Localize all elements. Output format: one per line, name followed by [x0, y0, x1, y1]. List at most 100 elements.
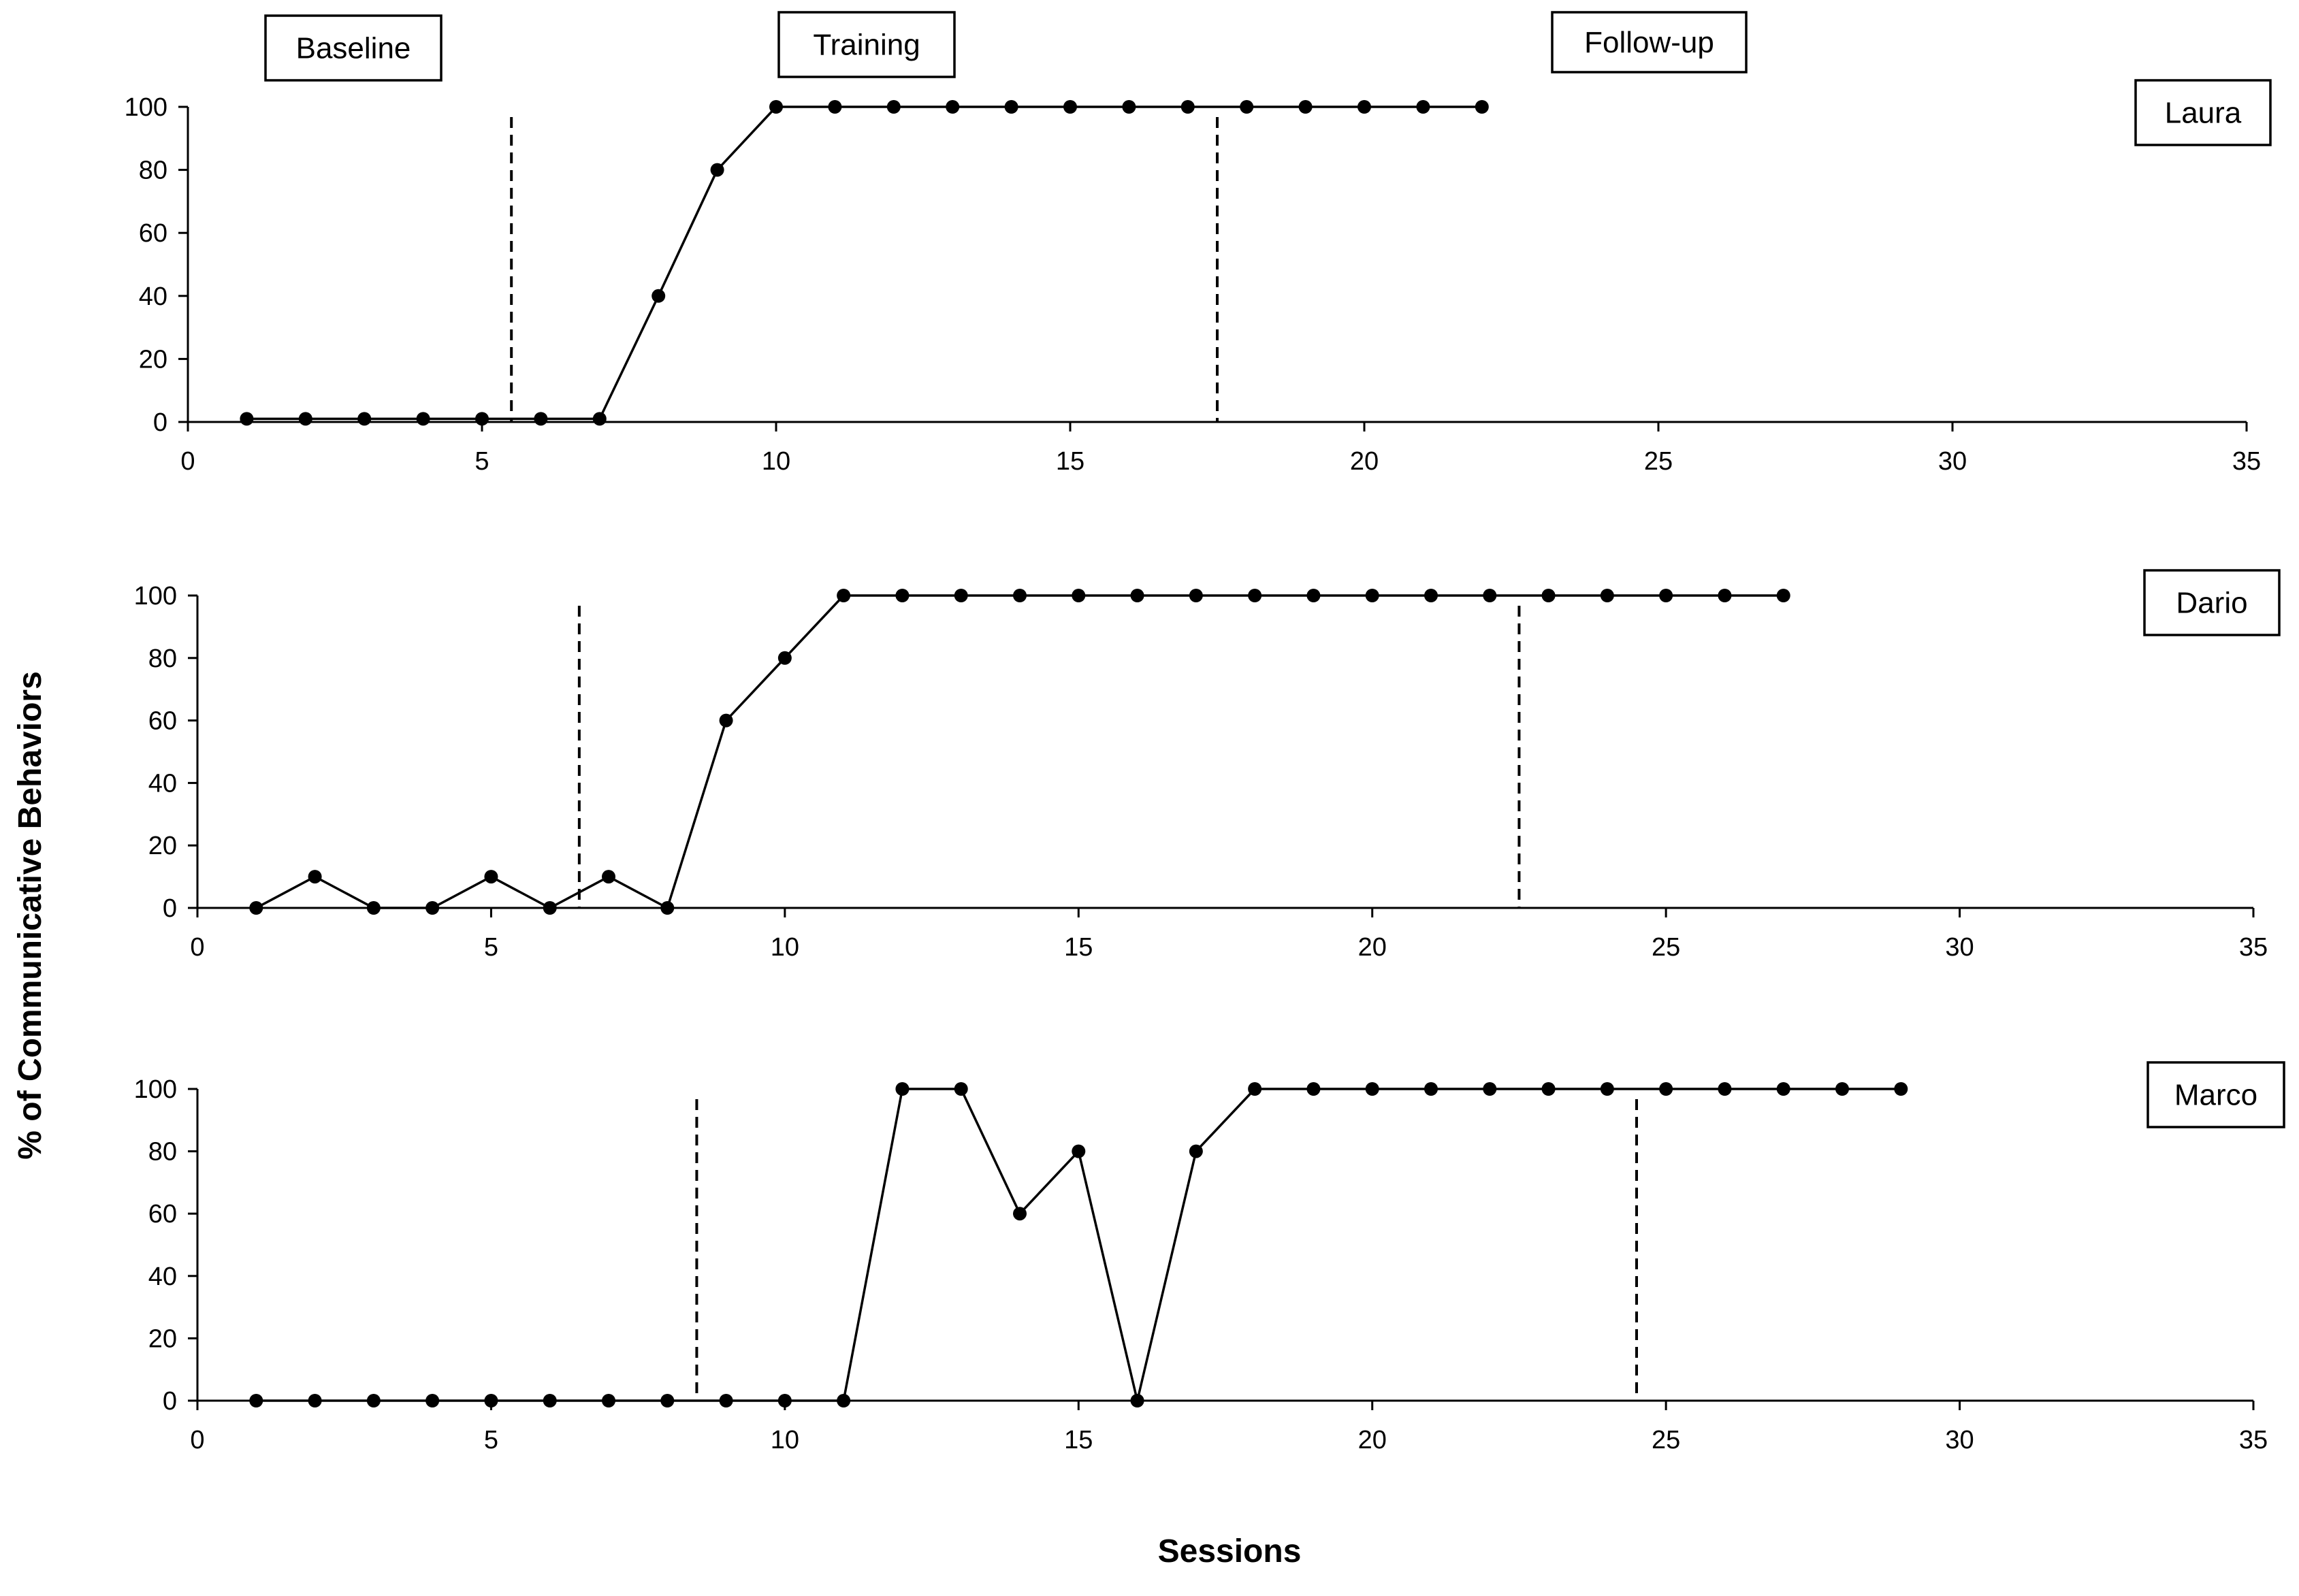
- data-point: [895, 1082, 910, 1096]
- y-tick-label: 100: [134, 1075, 177, 1104]
- data-point: [1072, 1144, 1086, 1158]
- data-point: [249, 901, 263, 915]
- participant-label: Laura: [2165, 97, 2242, 130]
- data-point: [534, 412, 548, 426]
- data-point: [602, 1394, 615, 1407]
- y-tick-label: 40: [148, 1263, 177, 1291]
- data-point: [1357, 100, 1371, 114]
- data-point: [1475, 100, 1489, 114]
- data-point: [416, 412, 430, 426]
- data-point: [240, 412, 254, 426]
- data-point: [1600, 1082, 1614, 1096]
- data-point: [1306, 589, 1321, 602]
- x-tick-label: 20: [1350, 447, 1379, 476]
- data-point: [308, 1394, 322, 1407]
- data-point: [1541, 589, 1556, 602]
- data-point: [1894, 1082, 1908, 1096]
- x-tick-label: 35: [2239, 1426, 2268, 1454]
- y-tick-label: 0: [163, 1387, 177, 1416]
- data-point: [1013, 589, 1027, 602]
- panel-dario: 0 20 40 60 80 100 0 5 10 15 20 25 30 35 Dario: [134, 569, 2281, 962]
- data-point: [1248, 1082, 1262, 1096]
- data-point: [1248, 589, 1262, 602]
- data-point: [1483, 589, 1497, 602]
- data-point: [1240, 100, 1254, 114]
- x-tick-label: 0: [180, 447, 195, 476]
- phase-label-0: Baseline: [264, 14, 443, 82]
- y-tick-label: 0: [153, 408, 167, 437]
- data-point: [1776, 1082, 1790, 1096]
- phase-label-text: Baseline: [296, 32, 411, 65]
- x-tick-label: 25: [1652, 1426, 1680, 1454]
- data-point: [1718, 589, 1732, 602]
- x-tick-label: 35: [2239, 933, 2268, 962]
- x-tick-label: 5: [484, 1426, 498, 1454]
- data-point: [1180, 100, 1195, 114]
- x-tick-label: 20: [1358, 1426, 1387, 1454]
- data-point: [425, 901, 440, 915]
- x-tick-label: 25: [1644, 447, 1673, 476]
- data-point: [837, 1394, 851, 1407]
- data-point: [543, 901, 557, 915]
- data-point: [886, 100, 901, 114]
- data-point: [1189, 1144, 1203, 1158]
- x-tick-label: 25: [1652, 933, 1680, 962]
- data-point: [1130, 589, 1144, 602]
- y-tick-label: 60: [148, 1200, 177, 1228]
- data-point: [1424, 589, 1438, 602]
- data-point: [954, 589, 968, 602]
- y-tick-label: 0: [163, 894, 177, 923]
- data-point: [602, 870, 615, 884]
- series-line-dario: [255, 594, 1784, 910]
- data-point: [475, 412, 489, 426]
- y-tick-label: 40: [148, 769, 177, 798]
- x-tick-label: 10: [771, 933, 799, 962]
- data-point: [954, 1082, 968, 1096]
- participant-label-box: [2134, 79, 2272, 146]
- x-axis-title: Sessions: [1158, 1533, 1302, 1569]
- data-point: [1306, 1082, 1321, 1096]
- data-point: [777, 1394, 792, 1407]
- y-tick-label: 100: [134, 582, 177, 610]
- data-point: [1718, 1082, 1732, 1096]
- phase-label-2: Follow-up: [1551, 11, 1748, 74]
- data-point: [1541, 1082, 1556, 1096]
- data-point: [366, 901, 381, 915]
- x-tick-label: 0: [190, 933, 204, 962]
- data-point: [1416, 100, 1430, 114]
- x-tick-label: 30: [1945, 1426, 1974, 1454]
- y-tick-label: 80: [148, 645, 177, 673]
- participant-label: Marco: [2174, 1079, 2257, 1112]
- y-tick-label: 100: [125, 93, 167, 122]
- y-tick-label: 80: [148, 1138, 177, 1167]
- data-point: [719, 713, 733, 728]
- data-point: [1189, 589, 1203, 602]
- data-point: [366, 1394, 381, 1407]
- x-tick-label: 5: [475, 447, 489, 476]
- phase-label-1: Training: [777, 11, 956, 78]
- x-tick-label: 15: [1056, 447, 1084, 476]
- data-point: [1424, 1082, 1438, 1096]
- data-point: [543, 1394, 557, 1407]
- data-point: [1013, 1207, 1027, 1221]
- phase-label-box: [264, 14, 443, 82]
- data-point: [1063, 100, 1077, 114]
- phase-label-text: Training: [813, 29, 920, 62]
- data-point: [837, 589, 851, 602]
- data-point: [484, 1394, 498, 1407]
- x-tick-label: 15: [1064, 1426, 1093, 1454]
- panel-laura: 0 20 40 60 80 100 0 5 10 15 20 25 30 35 Laura: [125, 79, 2272, 476]
- data-point: [1122, 100, 1136, 114]
- data-point: [1483, 1082, 1497, 1096]
- phase-label-text: Follow-up: [1584, 26, 1714, 59]
- data-point: [777, 651, 792, 665]
- x-tick-label: 30: [1938, 447, 1967, 476]
- data-point: [1835, 1082, 1849, 1096]
- y-axis-title: % of Communicative Behaviors: [12, 671, 48, 1160]
- y-tick-label: 40: [139, 282, 167, 311]
- data-point: [660, 901, 675, 915]
- data-point: [1365, 589, 1379, 602]
- data-point: [660, 1394, 675, 1407]
